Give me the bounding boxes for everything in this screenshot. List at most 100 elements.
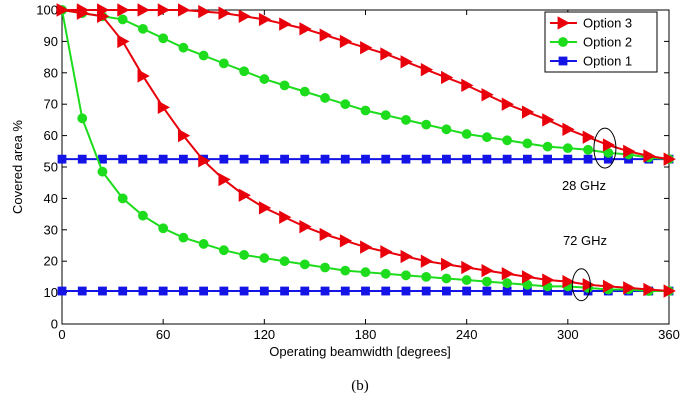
data-point bbox=[400, 249, 413, 264]
data-point bbox=[319, 28, 332, 42]
data-point bbox=[198, 4, 211, 19]
data-point bbox=[340, 286, 350, 296]
data-point bbox=[481, 276, 492, 287]
data-point bbox=[401, 154, 411, 164]
data-point bbox=[381, 286, 391, 296]
data-point bbox=[239, 66, 250, 77]
data-point bbox=[542, 141, 553, 152]
data-point bbox=[380, 245, 393, 259]
data-point bbox=[198, 154, 211, 168]
data-point bbox=[562, 122, 575, 136]
data-point bbox=[643, 149, 656, 163]
figure-caption: (b) bbox=[351, 378, 369, 394]
legend: Option 3 Option 2 Option 1 bbox=[544, 11, 658, 73]
data-point bbox=[219, 286, 229, 296]
data-point bbox=[361, 154, 370, 164]
data-point bbox=[137, 3, 150, 17]
data-point bbox=[542, 273, 555, 287]
y-tick-label: 10 bbox=[44, 285, 58, 300]
data-point bbox=[340, 154, 350, 164]
y-tick-label: 90 bbox=[44, 34, 58, 49]
legend-label: Option 2 bbox=[583, 35, 632, 50]
data-point bbox=[218, 172, 231, 187]
data-point bbox=[138, 23, 148, 34]
data-point bbox=[56, 3, 69, 17]
data-point bbox=[562, 143, 573, 154]
data-point bbox=[279, 256, 290, 267]
data-point bbox=[583, 154, 593, 164]
annotation-ellipse-28ghz bbox=[593, 127, 617, 169]
data-point bbox=[177, 3, 191, 17]
annotation-ellipse-72ghz bbox=[571, 268, 591, 302]
data-point bbox=[582, 130, 595, 144]
data-point bbox=[259, 286, 269, 296]
x-tick-label: 60 bbox=[156, 327, 170, 342]
data-point bbox=[381, 154, 391, 164]
data-point bbox=[339, 34, 353, 49]
data-point bbox=[461, 275, 472, 285]
data-point bbox=[258, 201, 272, 215]
data-point bbox=[279, 80, 290, 91]
data-point bbox=[421, 271, 432, 282]
data-point bbox=[542, 113, 555, 127]
x-tick-label: 0 bbox=[58, 327, 65, 342]
data-point bbox=[76, 6, 90, 20]
data-point bbox=[543, 154, 552, 164]
data-point bbox=[299, 219, 312, 234]
data-point bbox=[522, 154, 532, 164]
data-point bbox=[178, 154, 188, 164]
legend-entry-option-1: Option 1 bbox=[550, 54, 632, 69]
y-tick-label: 0 bbox=[51, 317, 58, 332]
data-point bbox=[299, 86, 310, 97]
data-point bbox=[178, 286, 188, 296]
data-point bbox=[562, 274, 575, 289]
data-point bbox=[340, 99, 351, 110]
data-point bbox=[117, 14, 128, 25]
x-tick-label: 180 bbox=[355, 327, 377, 342]
data-point bbox=[583, 144, 593, 155]
data-point bbox=[421, 119, 432, 130]
data-point bbox=[360, 41, 373, 55]
data-point bbox=[502, 135, 513, 146]
data-point bbox=[522, 138, 533, 149]
data-point bbox=[238, 9, 251, 23]
data-point bbox=[623, 144, 636, 158]
x-tick-label: 300 bbox=[557, 327, 579, 342]
annotation-72ghz: 72 GHz bbox=[563, 233, 607, 248]
data-point bbox=[98, 286, 107, 296]
data-point bbox=[380, 47, 393, 61]
y-tick-label: 80 bbox=[44, 65, 58, 80]
data-point bbox=[401, 286, 411, 296]
data-point bbox=[199, 286, 209, 296]
data-point bbox=[643, 282, 656, 297]
data-point bbox=[320, 286, 330, 296]
x-tick-label: 240 bbox=[456, 327, 478, 342]
data-point bbox=[360, 240, 373, 254]
data-point bbox=[279, 210, 292, 224]
data-point bbox=[138, 210, 148, 221]
data-point bbox=[320, 154, 330, 164]
data-point bbox=[602, 138, 616, 152]
data-point bbox=[97, 9, 110, 23]
data-point bbox=[138, 286, 148, 296]
data-point bbox=[501, 97, 514, 111]
data-point bbox=[320, 93, 330, 103]
data-point bbox=[663, 152, 676, 166]
data-point bbox=[380, 268, 391, 279]
annotation-28ghz: 28 GHz bbox=[562, 178, 606, 193]
data-point bbox=[361, 286, 370, 296]
data-point bbox=[117, 34, 130, 49]
data-point bbox=[299, 259, 310, 270]
data-point bbox=[157, 3, 171, 17]
data-point bbox=[502, 154, 512, 164]
data-point bbox=[461, 129, 472, 139]
y-axis-label: Covered area % bbox=[10, 120, 25, 214]
data-point bbox=[157, 100, 171, 115]
data-point bbox=[481, 263, 494, 278]
data-point bbox=[421, 154, 431, 164]
data-point bbox=[300, 286, 310, 296]
data-point bbox=[158, 223, 169, 234]
data-point bbox=[401, 115, 411, 125]
y-tick-label: 100 bbox=[36, 3, 58, 18]
